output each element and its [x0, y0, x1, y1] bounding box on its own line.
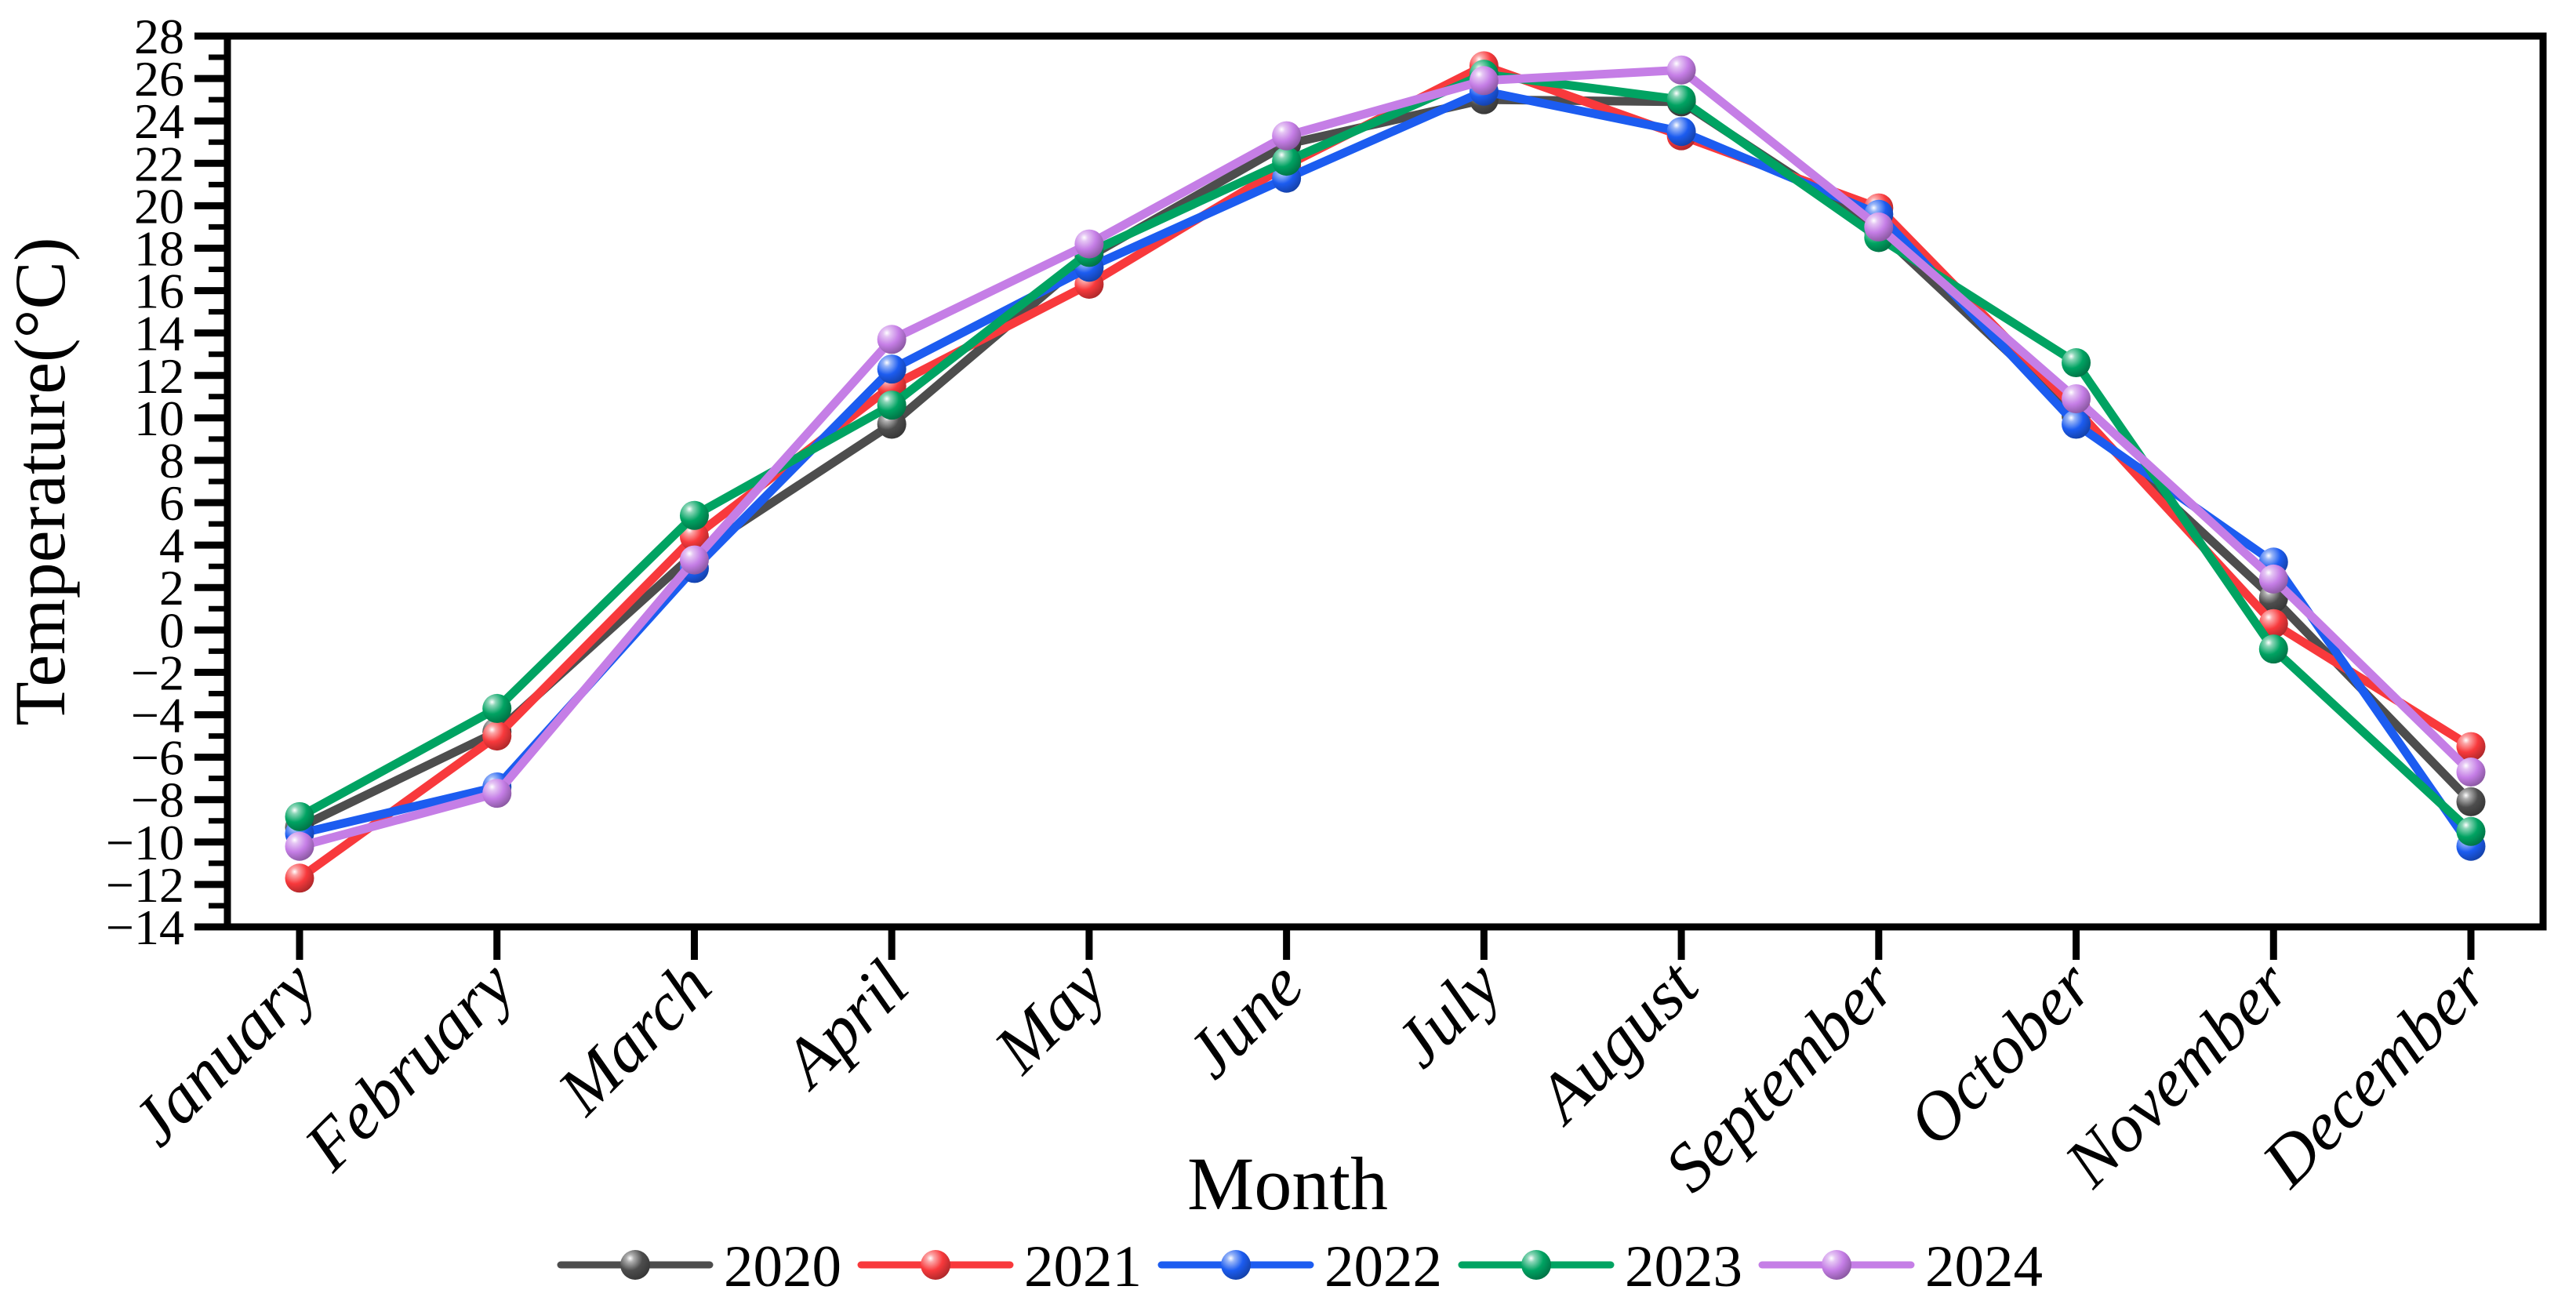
data-point-2023-April — [877, 391, 907, 420]
x-axis-title: Month — [1187, 1142, 1388, 1226]
y-tick-label: 16 — [134, 263, 184, 319]
data-point-2023-February — [482, 693, 512, 723]
series-layer — [285, 51, 2486, 893]
data-point-2024-July — [1469, 66, 1499, 96]
legend-label: 2022 — [1324, 1234, 1442, 1299]
legend-item-2020: 2020 — [557, 1234, 841, 1299]
x-tick-label: August — [1521, 946, 1714, 1139]
x-tick-label: April — [766, 947, 923, 1104]
data-point-2024-September — [1864, 212, 1894, 242]
y-tick-label: −10 — [106, 815, 184, 870]
y-tick-label: −6 — [131, 730, 184, 786]
data-point-2024-May — [1074, 229, 1104, 259]
data-point-2021-December — [2456, 732, 2486, 761]
y-tick-label: −12 — [106, 857, 184, 913]
data-point-2021-January — [285, 863, 314, 893]
data-point-2024-January — [285, 831, 314, 861]
data-point-2023-August — [1666, 85, 1696, 114]
data-point-2024-June — [1272, 121, 1302, 151]
legend-marker — [620, 1250, 650, 1280]
data-point-2021-March — [679, 521, 709, 551]
y-tick-label: 6 — [159, 475, 184, 531]
axes-layer: −14−12−10−8−6−4−202468101214161820222426… — [106, 9, 2547, 1207]
x-tick-label: July — [1380, 946, 1516, 1082]
data-point-2022-April — [877, 354, 907, 384]
x-tick-label: February — [290, 946, 529, 1186]
legend-item-2022: 2022 — [1157, 1234, 1442, 1299]
legend-marker — [1822, 1250, 1851, 1280]
series-2024 — [285, 55, 2486, 861]
data-point-2021-February — [482, 721, 512, 751]
data-point-2023-October — [2062, 348, 2091, 378]
data-point-2023-December — [2456, 816, 2486, 846]
y-tick-label: 4 — [159, 518, 184, 573]
y-tick-label: 28 — [134, 9, 184, 64]
data-point-2023-June — [1272, 147, 1302, 176]
y-tick-label: 0 — [159, 602, 184, 658]
y-axis-title: Temperature(°C) — [0, 238, 80, 726]
x-tick-label: March — [543, 947, 726, 1131]
data-point-2024-October — [2062, 384, 2091, 414]
y-tick-label: 18 — [134, 220, 184, 276]
legend-label: 2020 — [724, 1234, 841, 1299]
legend-marker — [1521, 1250, 1551, 1280]
legend-marker — [921, 1250, 950, 1280]
y-tick-label: −14 — [106, 899, 184, 955]
data-point-2023-January — [285, 801, 314, 831]
y-tick-label: 14 — [134, 306, 184, 362]
y-tick-label: 26 — [134, 51, 184, 107]
series-line-2024 — [295, 65, 2476, 851]
legend-label: 2023 — [1625, 1234, 1742, 1299]
data-point-2021-November — [2258, 609, 2288, 638]
x-tick-label: May — [979, 946, 1121, 1088]
data-point-2024-August — [1666, 55, 1696, 85]
series-2023 — [285, 60, 2486, 846]
legend-item-2024: 2024 — [1758, 1234, 2043, 1299]
data-point-2020-December — [2456, 787, 2486, 816]
data-point-2024-March — [679, 545, 709, 575]
data-point-2023-November — [2258, 634, 2288, 664]
data-point-2024-November — [2258, 564, 2288, 594]
data-point-2024-April — [877, 325, 907, 354]
data-point-2024-February — [482, 779, 512, 808]
legend-marker — [1221, 1250, 1251, 1280]
legend: 2020 2021 2022 2023 2024 — [557, 1234, 2043, 1299]
data-point-2022-October — [2062, 409, 2091, 439]
y-tick-label: −4 — [131, 688, 184, 743]
data-point-2024-December — [2456, 758, 2486, 787]
y-tick-label: 22 — [134, 136, 184, 191]
y-tick-label: −8 — [131, 772, 184, 828]
legend-label: 2024 — [1925, 1234, 2043, 1299]
data-point-2022-August — [1666, 117, 1696, 147]
y-tick-label: 8 — [159, 433, 184, 489]
series-2020 — [285, 85, 2486, 842]
legend-item-2023: 2023 — [1458, 1234, 1742, 1299]
data-point-2023-March — [679, 500, 709, 530]
legend-item-2021: 2021 — [857, 1234, 1142, 1299]
y-tick-label: −2 — [131, 645, 184, 700]
y-tick-label: 24 — [134, 93, 184, 149]
y-tick-label: 20 — [134, 178, 184, 234]
series-line-2023 — [295, 70, 2476, 836]
y-tick-label: 10 — [134, 391, 184, 446]
y-tick-label: 12 — [134, 348, 184, 404]
x-tick-label: June — [1172, 947, 1318, 1093]
y-tick-label: 2 — [159, 560, 184, 616]
plot-frame — [223, 32, 2547, 931]
legend-label: 2021 — [1024, 1234, 1142, 1299]
